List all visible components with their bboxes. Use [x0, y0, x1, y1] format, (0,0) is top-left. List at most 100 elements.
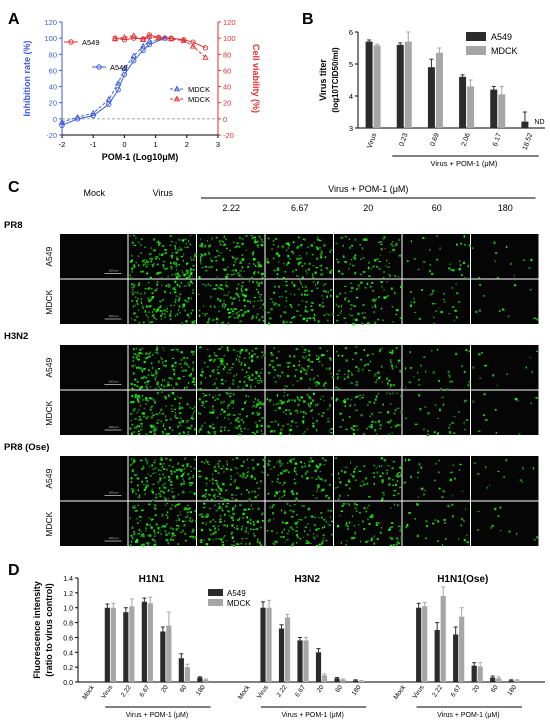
fluorescent-cell	[164, 504, 167, 506]
fluorescent-cell	[189, 269, 192, 272]
scale-bar-label: 100 μm	[108, 425, 119, 429]
fluorescent-cell	[283, 262, 285, 265]
fluorescent-cell	[169, 478, 171, 481]
fluorescent-cell	[229, 250, 232, 251]
fluorescent-cell	[312, 276, 314, 280]
fluorescent-cell	[184, 246, 186, 248]
fluorescent-cell	[222, 321, 224, 324]
fluorescent-cell	[496, 384, 498, 387]
fluorescent-cell	[174, 536, 176, 538]
fluorescent-cell	[442, 544, 444, 546]
fluorescent-cell	[257, 487, 260, 489]
fluorescent-cell	[225, 392, 229, 394]
fluorescent-cell	[260, 243, 264, 247]
fluorescent-cell	[293, 284, 296, 287]
fluorescent-cell	[377, 392, 379, 395]
fluorescent-cell	[241, 254, 244, 256]
fluorescent-cell	[149, 465, 151, 468]
fluorescent-cell	[491, 524, 494, 528]
fluorescent-cell	[137, 504, 139, 507]
fluorescent-cell	[307, 350, 311, 353]
fluorescent-cell	[452, 269, 455, 272]
fluorescent-cell	[451, 503, 454, 506]
fluorescent-cell	[344, 261, 347, 263]
fluorescent-cell	[389, 528, 391, 531]
fluorescent-cell	[342, 255, 345, 258]
legend-label: A549	[227, 589, 246, 598]
fluorescent-cell	[170, 470, 173, 473]
fluorescent-cell	[395, 537, 399, 539]
bar	[490, 677, 496, 682]
fluorescent-cell	[287, 255, 290, 258]
fluorescent-cell	[287, 247, 290, 249]
fluorescent-cell	[180, 469, 183, 472]
micrograph-tile	[334, 345, 402, 390]
fluorescent-cell	[153, 504, 157, 507]
fluorescent-cell	[438, 487, 441, 490]
fluorescent-cell	[213, 466, 215, 469]
fluorescent-cell	[132, 356, 135, 359]
fluorescent-cell	[136, 540, 139, 543]
fluorescent-cell	[318, 382, 320, 385]
fluorescent-cell	[224, 284, 227, 287]
fluorescent-cell	[218, 460, 221, 463]
fluorescent-cell	[359, 398, 361, 400]
fluorescent-cell	[247, 265, 250, 268]
fluorescent-cell	[133, 265, 136, 268]
fluorescent-cell	[322, 354, 325, 356]
fluorescent-cell	[169, 244, 172, 246]
fluorescent-cell	[296, 520, 299, 523]
fluorescent-cell	[422, 260, 425, 263]
fluorescent-cell	[399, 388, 401, 390]
fluorescent-cell	[138, 496, 140, 499]
fluorescent-cell	[321, 295, 323, 297]
fluorescent-cell	[183, 386, 185, 390]
fluorescent-cell	[174, 361, 177, 364]
fluorescent-cell	[221, 362, 223, 365]
fluorescent-cell	[349, 314, 351, 316]
fluorescent-cell	[170, 408, 173, 411]
fluorescent-cell	[229, 515, 231, 517]
fluorescent-cell	[199, 540, 202, 542]
fluorescent-cell	[167, 283, 170, 286]
fluorescent-cell	[335, 303, 337, 307]
fluorescent-cell	[131, 364, 134, 368]
fluorescent-cell	[236, 525, 238, 527]
fluorescent-cell	[216, 369, 219, 371]
fluorescent-cell	[209, 244, 212, 247]
fluorescent-cell	[296, 533, 298, 537]
fluorescent-cell	[429, 249, 431, 251]
fluorescent-cell	[396, 392, 398, 395]
fluorescent-cell	[363, 483, 366, 486]
fluorescent-cell	[388, 477, 391, 480]
fluorescent-cell	[288, 399, 290, 402]
fluorescent-cell	[147, 473, 150, 475]
bar	[427, 67, 435, 128]
fluorescent-cell	[337, 376, 339, 379]
fluorescent-cell	[148, 300, 151, 302]
fluorescent-cell	[193, 321, 196, 324]
fluorescent-cell	[163, 525, 167, 528]
fluorescent-cell	[308, 460, 311, 463]
fluorescent-cell	[378, 296, 380, 298]
fluorescent-cell	[286, 502, 289, 505]
fluorescent-cell	[246, 458, 248, 461]
fluorescent-cell	[219, 488, 223, 491]
fluorescent-cell	[340, 541, 342, 544]
fluorescent-cell	[152, 238, 156, 241]
fluorescent-cell	[222, 544, 225, 547]
fluorescent-cell	[418, 496, 420, 498]
fluorescent-cell	[495, 431, 497, 434]
fluorescent-cell	[258, 236, 261, 238]
fluorescent-cell	[201, 267, 204, 269]
fluorescent-cell	[221, 497, 224, 500]
fluorescent-cell	[230, 422, 232, 425]
fluorescent-cell	[267, 261, 270, 264]
fluorescent-cell	[435, 310, 438, 312]
fluorescent-cell	[461, 490, 464, 492]
fluorescent-cell	[418, 463, 421, 466]
fluorescent-cell	[285, 385, 288, 388]
fluorescent-cell	[342, 502, 346, 505]
fluorescent-cell	[269, 363, 272, 366]
fluorescent-cell	[163, 261, 166, 263]
